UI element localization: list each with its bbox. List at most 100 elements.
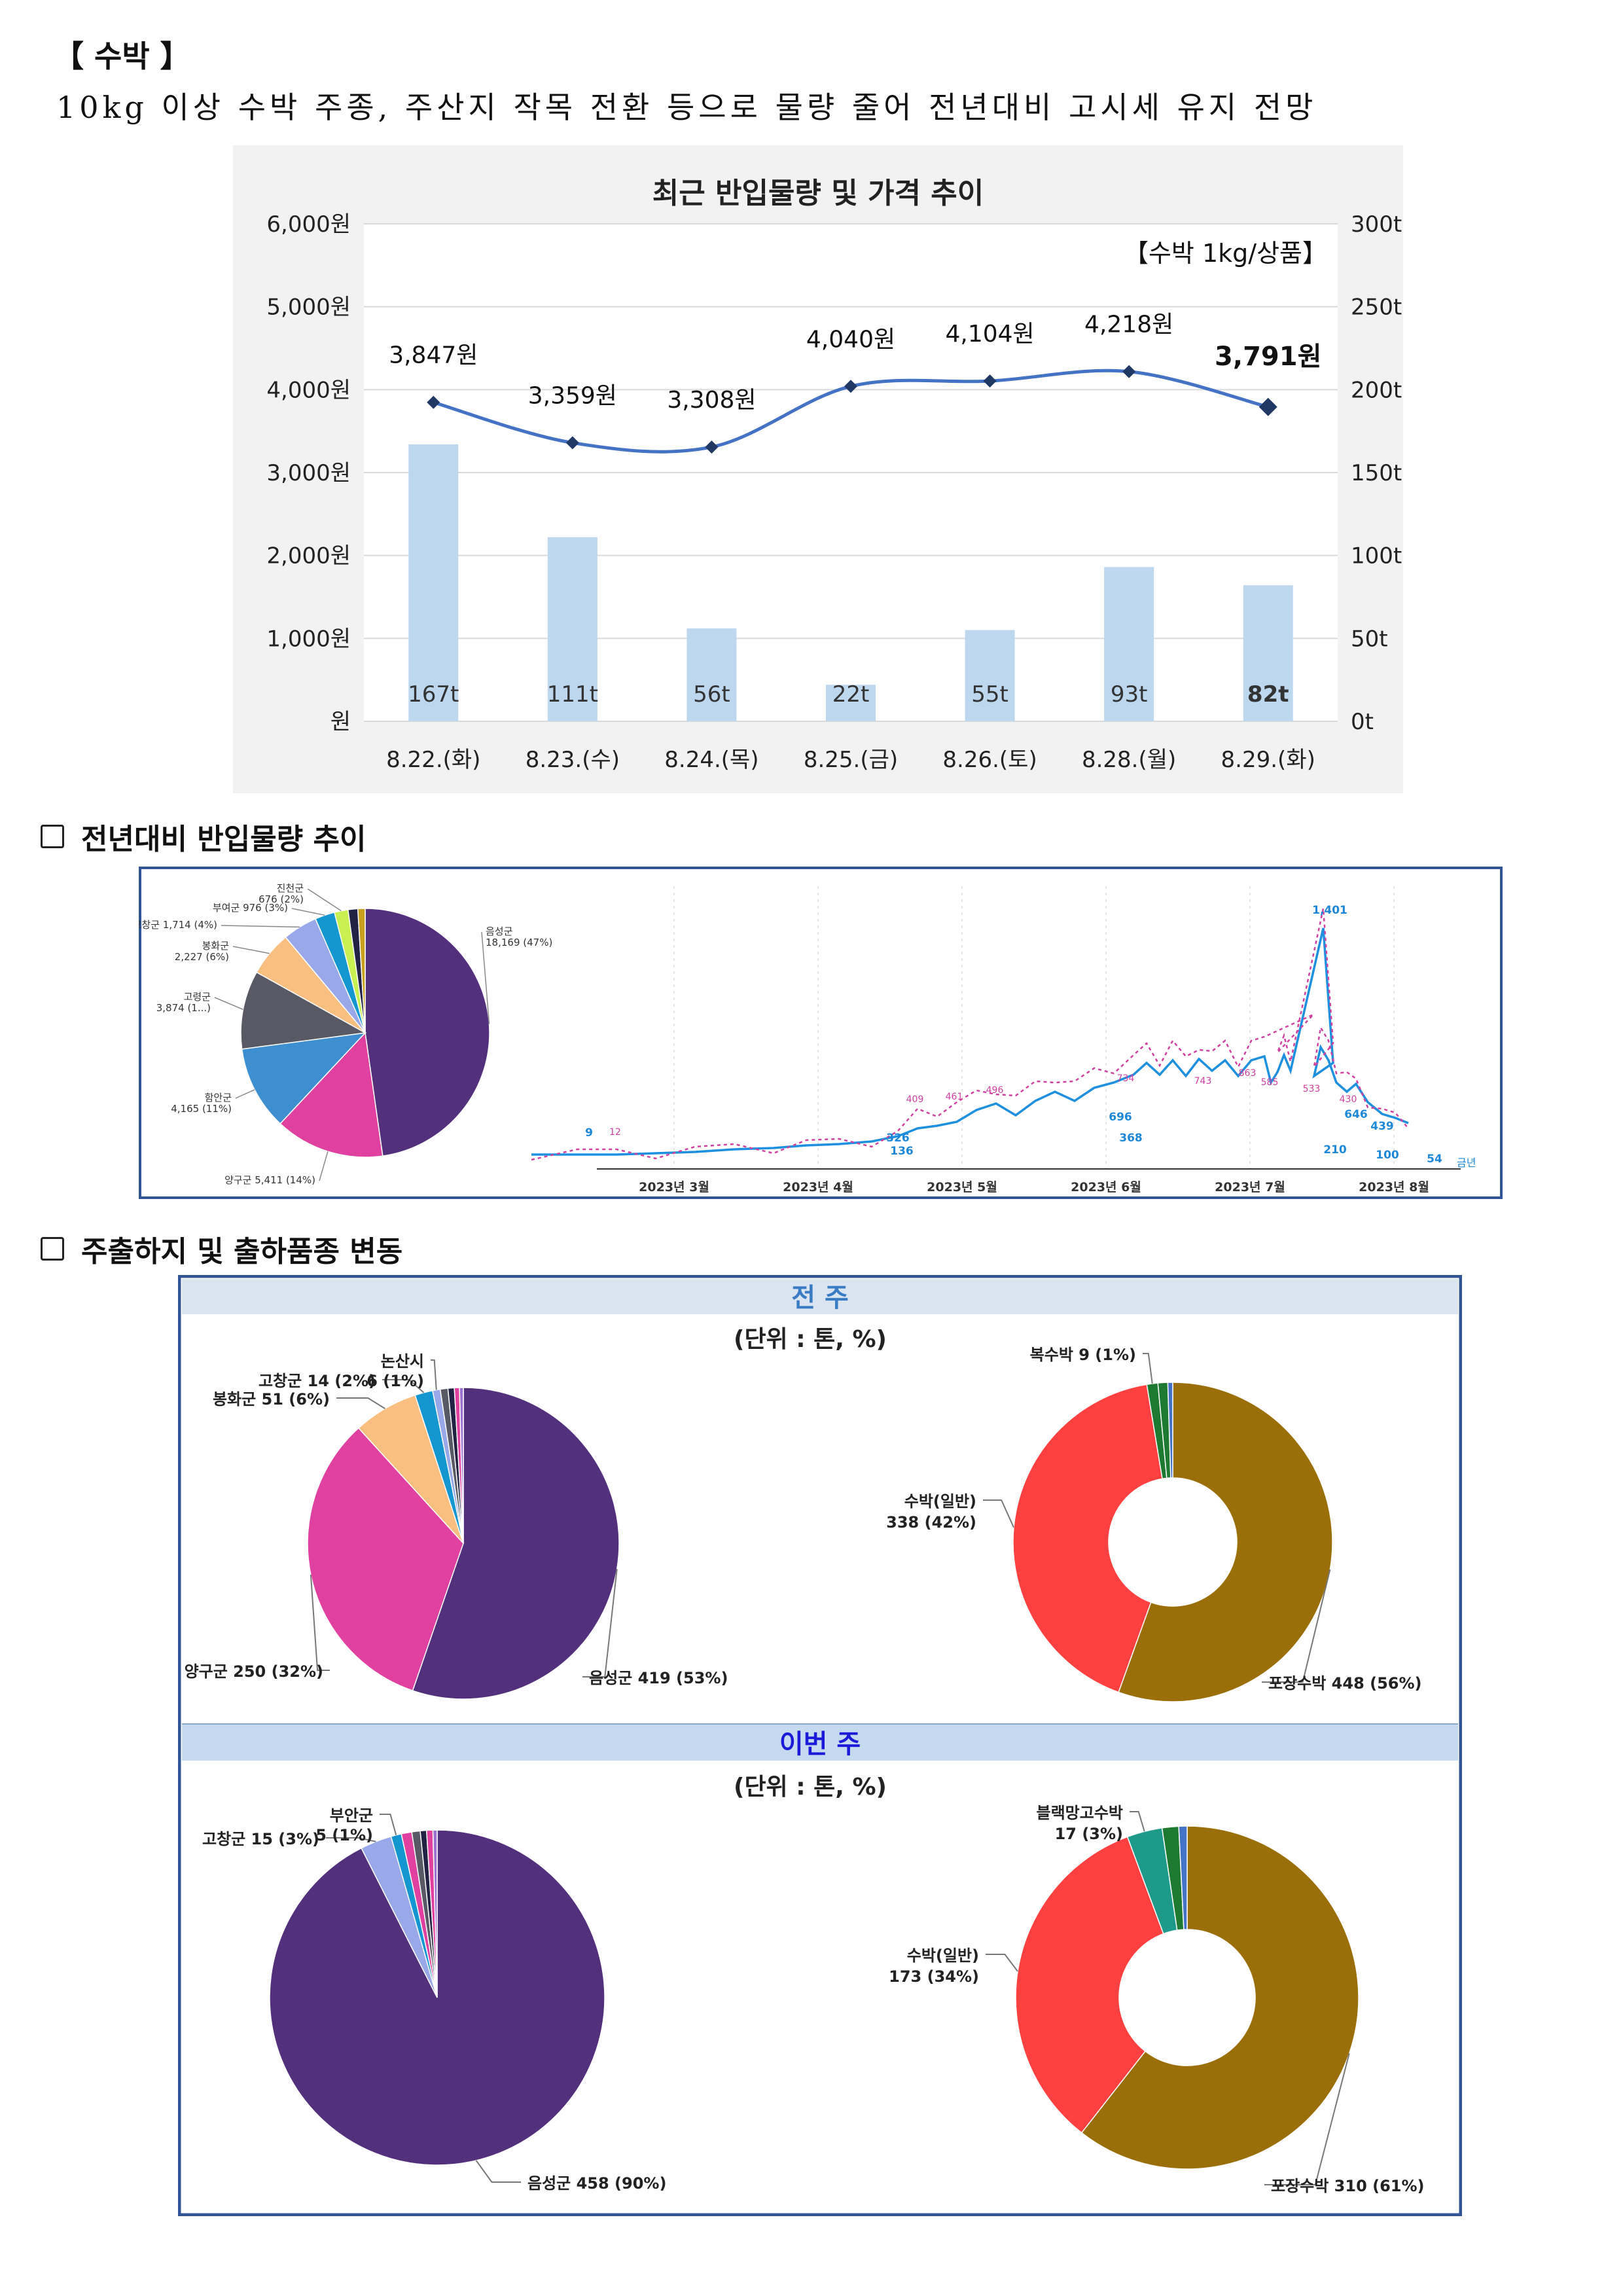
- unit-label: (단위 : 톤, %): [734, 1326, 887, 1353]
- header-band: [182, 1724, 1458, 1761]
- pie-label: 음성군 458 (90%): [527, 2174, 666, 2193]
- volume-bar: [408, 444, 459, 721]
- x-tick-label: 8.25.(금): [804, 747, 898, 773]
- checkbox-icon: [41, 825, 64, 848]
- y-left-tick: 원: [330, 709, 351, 735]
- x-tick-label: 2023년 5월: [927, 1180, 997, 1194]
- pie-label: 음성군 419 (53%): [589, 1669, 728, 1687]
- price-label: 3,359원: [528, 383, 617, 410]
- leader-line: [582, 1569, 618, 1677]
- variety-donut-slice: [1178, 1825, 1188, 1930]
- y-right-tick: 300t: [1351, 211, 1402, 238]
- current-year-label: 1,401: [1312, 904, 1347, 917]
- leader-line: [1130, 1811, 1145, 1832]
- y-right-tick: 100t: [1351, 543, 1402, 569]
- price-marker: [844, 380, 857, 393]
- donut-label: 수박(일반) 338 (42%): [886, 1492, 976, 1532]
- donut-label: 포장수박 310 (61%): [1271, 2177, 1425, 2195]
- previous-year-label: 409: [906, 1094, 924, 1105]
- price-label: 3,791원: [1215, 342, 1321, 372]
- x-tick-label: 8.28.(월): [1082, 747, 1176, 773]
- origin-pie-slice: [240, 971, 367, 1050]
- variety-donut-slice: [1167, 1382, 1173, 1479]
- y-right-tick: 150t: [1351, 460, 1402, 486]
- current-year-line: [531, 927, 1409, 1156]
- donut-label: 포장수박 448 (56%): [1268, 1674, 1422, 1693]
- previous-year-label: 430: [1340, 1094, 1357, 1105]
- leader-line: [232, 946, 270, 954]
- leader-line: [307, 888, 342, 912]
- donut-label: 블랙망고수박 17 (3%): [1037, 1804, 1123, 1843]
- current-year-label: 54: [1427, 1153, 1442, 1166]
- price-label: 4,104원: [945, 321, 1034, 348]
- x-tick-label: 2023년 6월: [1071, 1180, 1141, 1194]
- volume-bar: [687, 628, 737, 721]
- origin-pie-slice: [432, 1829, 438, 1998]
- price-label: 4,218원: [1084, 312, 1173, 338]
- y-right-tick: 200t: [1351, 377, 1402, 403]
- current-year-label: 439: [1370, 1120, 1394, 1133]
- price-label: 3,308원: [667, 387, 756, 414]
- origin-pie-label: 진천군 676 (2%): [259, 882, 304, 905]
- x-tick-label: 8.26.(토): [942, 747, 1037, 773]
- page-heading: 【 수박 】: [54, 39, 190, 74]
- leader-line: [310, 1574, 330, 1671]
- volume-bar: [1104, 567, 1154, 721]
- header-this-week: 이번 주: [779, 1729, 861, 1759]
- origin-pie-label: 음성군 18,169 (47%): [486, 925, 552, 948]
- leader-line: [235, 1089, 255, 1099]
- leader-line: [221, 925, 300, 928]
- x-tick-label: 2023년 3월: [639, 1180, 709, 1194]
- volume-bar: [547, 537, 597, 721]
- previous-year-label: 743: [1194, 1076, 1212, 1086]
- leader-line: [380, 1814, 397, 1836]
- origin-pie-label: 함안군 4,165 (11%): [171, 1092, 232, 1115]
- x-tick-label: 8.24.(목): [664, 747, 758, 773]
- current-year-label: 696: [1109, 1111, 1132, 1124]
- price-label: 4,040원: [806, 326, 895, 353]
- volume-label: 167t: [408, 681, 459, 708]
- origin-pie-slice: [307, 1427, 464, 1691]
- leader-line: [382, 1379, 425, 1393]
- summary-text: 10kg 이상 수박 주종, 주산지 작목 전환 등으로 물량 줄어 전년대비 …: [56, 90, 1317, 125]
- leader-line: [1143, 1353, 1153, 1384]
- origin-pie-label: 양구군 5,411 (14%): [224, 1174, 315, 1186]
- header-band: [182, 1279, 1458, 1314]
- previous-year-label: 734: [1117, 1073, 1135, 1084]
- y-right-tick: 50t: [1351, 626, 1388, 652]
- previous-year-label: 863: [1239, 1068, 1257, 1079]
- unit-note: 【수박 1kg/상품】: [1124, 239, 1327, 268]
- variety-donut-slice: [1012, 1384, 1163, 1693]
- legend-current: 금년: [1457, 1157, 1476, 1169]
- current-year-label: 136: [890, 1145, 914, 1158]
- variety-donut-slice: [1080, 1825, 1359, 2170]
- pie-label: 봉화군 51 (6%): [213, 1390, 330, 1408]
- pie-label: 고창군 15 (3%): [202, 1830, 319, 1848]
- current-year-label: 210: [1323, 1143, 1347, 1157]
- origin-pie-label: 봉화군 2,227 (6%): [175, 940, 229, 963]
- previous-year-label: 12: [609, 1127, 621, 1138]
- x-tick-label: 8.22.(화): [386, 747, 480, 773]
- leader-line: [326, 1837, 376, 1842]
- previous-year-label: 461: [946, 1092, 963, 1102]
- price-marker: [705, 440, 719, 454]
- y-left-tick: 2,000원: [266, 543, 351, 569]
- price-volume-chart: 최근 반입물량 및 가격 추이원 0t 1,000원 50t 2,000원 100t 3,0…: [233, 145, 1403, 793]
- leader-line: [214, 997, 243, 1011]
- pie-label: 양구군 250 (32%): [185, 1662, 323, 1681]
- leader-line: [336, 1397, 385, 1410]
- x-tick-label: 8.23.(수): [526, 747, 620, 773]
- weekly-share-panel: 전 주이번 주 (단위 : 톤, %) (단위 : 톤, %) 음성군 419 (53…: [178, 1275, 1462, 2216]
- volume-label: 22t: [832, 681, 870, 708]
- volume-label: 93t: [1111, 681, 1148, 708]
- y-left-tick: 4,000원: [266, 377, 351, 403]
- previous-year-label: 496: [986, 1085, 1004, 1096]
- origin-pie-label: 고령군 3,874 (1...): [156, 991, 211, 1014]
- pie-label: 고창군 14 (2%): [259, 1372, 376, 1390]
- origin-pie-slice: [412, 1387, 620, 1700]
- section-origin-change: 주출하지 및 출하품종 변동: [41, 1228, 402, 1270]
- volume-label: 111t: [547, 681, 598, 708]
- chart-title: 최근 반입물량 및 가격 추이: [652, 177, 984, 210]
- volume-bar: [965, 630, 1015, 721]
- price-label: 3,847원: [389, 342, 478, 369]
